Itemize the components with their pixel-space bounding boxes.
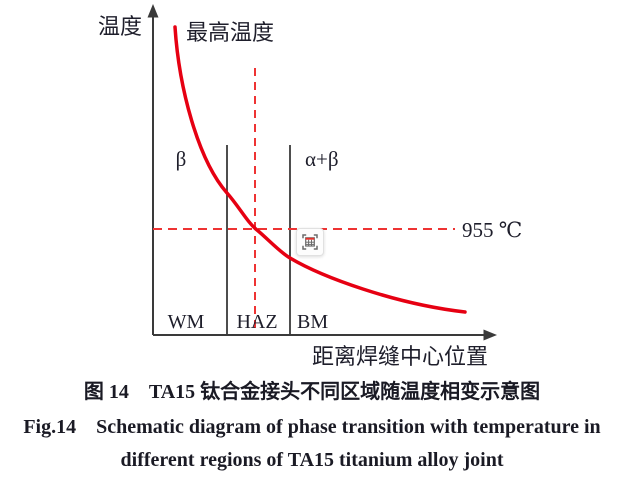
zone-wm-label: WM [168,311,205,333]
peak-temperature-label: 最高温度 [186,20,274,45]
temp-955-label: 955 ℃ [462,218,522,242]
alpha-beta-region-label: α+β [305,147,339,171]
figure-caption: 图 14 TA15 钛合金接头不同区域随温度相变示意图 Fig.14 Schem… [0,380,624,472]
x-axis-arrow-icon [483,329,497,341]
beta-region-label: β [176,147,187,171]
caption-line-zh: 图 14 TA15 钛合金接头不同区域随温度相变示意图 [83,381,541,403]
x-axis-label: 距离焊缝中心位置 [312,344,488,369]
caption-line-en-2: different regions of TA15 titanium alloy… [120,449,504,471]
zone-bm-label: BM [297,311,328,333]
peak-temperature-curve [173,25,467,314]
table-extract-icon [302,234,318,250]
phase-diagram: 温度 最高温度 β α+β 955 ℃ WM HAZ BM 距离焊缝中心位置 [98,4,522,369]
zone-haz-label: HAZ [236,311,277,333]
y-axis-label: 温度 [98,14,142,39]
table-extract-button[interactable] [296,228,324,256]
caption-line-en-1: Fig.14 Schematic diagram of phase transi… [23,416,601,438]
y-axis-arrow-icon [147,4,159,18]
